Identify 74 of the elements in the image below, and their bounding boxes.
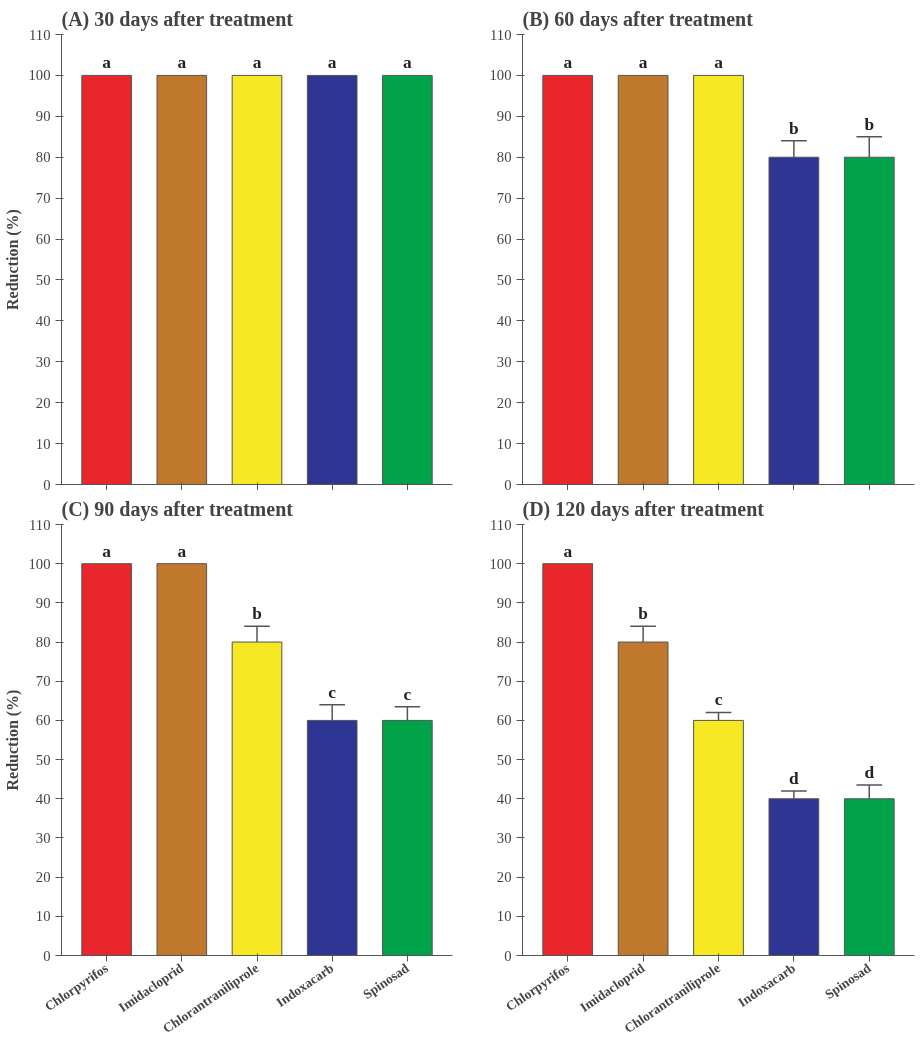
y-tick-label: 90	[35, 594, 51, 611]
y-tick-label: 40	[496, 312, 512, 329]
y-tick-label: 110	[490, 26, 512, 43]
y-tick-label: 20	[496, 394, 512, 411]
annotation: a	[403, 53, 413, 73]
y-tick-label: 0	[504, 476, 512, 493]
annotation: a	[563, 53, 573, 73]
y-tick-label: 50	[35, 751, 51, 768]
y-tick-label: 10	[496, 908, 512, 925]
annotation: b	[638, 604, 648, 624]
y-tick-label: 0	[43, 947, 51, 964]
annotation: a	[177, 53, 187, 73]
y-tick-label: 70	[496, 190, 512, 207]
annotation: c	[328, 682, 337, 702]
y-tick-label: 10	[35, 435, 51, 452]
chart-title: (B) 60 days after treatment	[522, 7, 754, 31]
annotation: a	[177, 541, 187, 561]
y-tick-label: 10	[496, 435, 512, 452]
annotation: a	[102, 53, 112, 73]
y-tick-label: 100	[489, 555, 512, 572]
y-tick-label: 70	[35, 190, 51, 207]
annotation: c	[714, 690, 723, 710]
annotation: d	[789, 768, 800, 788]
y-tick-label: 110	[490, 516, 512, 533]
y-tick-label: 30	[35, 353, 51, 370]
y-tick-label: 70	[496, 673, 512, 690]
y-axis-title: Reduction (%)	[3, 689, 22, 791]
annotation: b	[252, 604, 262, 624]
annotation: a	[102, 541, 112, 561]
y-tick-label: 90	[496, 108, 512, 125]
y-tick-label: 30	[496, 829, 512, 846]
y-tick-label: 50	[496, 271, 512, 288]
y-tick-label: 100	[28, 555, 51, 572]
y-tick-label: 0	[504, 947, 512, 964]
y-tick-label: 60	[496, 712, 512, 729]
y-tick-label: 0	[43, 476, 51, 493]
y-tick-label: 30	[35, 829, 51, 846]
y-tick-label: 70	[35, 673, 51, 690]
annotation: a	[714, 53, 724, 73]
y-tick-label: 40	[35, 312, 51, 329]
y-tick-label: 100	[489, 67, 512, 84]
y-axis-title: Reduction (%)	[3, 209, 22, 310]
y-tick-label: 80	[496, 149, 512, 166]
y-tick-label: 30	[496, 353, 512, 370]
annotation: a	[252, 53, 262, 73]
y-tick-label: 20	[35, 394, 51, 411]
y-tick-label: 20	[35, 869, 51, 886]
y-tick-label: 110	[29, 26, 51, 43]
y-tick-label: 10	[35, 908, 51, 925]
y-tick-label: 50	[496, 751, 512, 768]
chart-title: (D) 120 days after treatment	[522, 497, 765, 521]
y-tick-label: 60	[496, 231, 512, 248]
chart-title: (C) 90 days after treatment	[61, 497, 294, 521]
y-tick-label: 80	[35, 149, 51, 166]
y-tick-label: 60	[35, 712, 51, 729]
annotation: d	[864, 762, 875, 782]
y-tick-label: 50	[35, 271, 51, 288]
annotation: a	[327, 53, 337, 73]
annotation: a	[638, 53, 648, 73]
chart-title: (A) 30 days after treatment	[61, 7, 294, 31]
annotation: a	[563, 541, 573, 561]
y-tick-label: 100	[28, 67, 51, 84]
annotation: c	[403, 684, 412, 704]
y-tick-label: 80	[496, 634, 512, 651]
y-tick-label: 90	[496, 594, 512, 611]
y-tick-label: 40	[35, 790, 51, 807]
y-tick-label: 60	[35, 231, 51, 248]
y-tick-label: 110	[29, 516, 51, 533]
y-tick-label: 20	[496, 869, 512, 886]
y-tick-label: 40	[496, 790, 512, 807]
y-tick-label: 80	[35, 634, 51, 651]
annotation: b	[864, 114, 875, 134]
y-tick-label: 90	[35, 108, 51, 125]
annotation: b	[789, 118, 799, 138]
